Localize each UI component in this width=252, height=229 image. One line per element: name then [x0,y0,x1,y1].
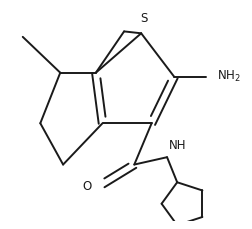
Text: O: O [83,179,92,192]
Text: NH$_2$: NH$_2$ [217,69,241,84]
Text: S: S [140,12,147,25]
Text: NH: NH [169,139,186,152]
